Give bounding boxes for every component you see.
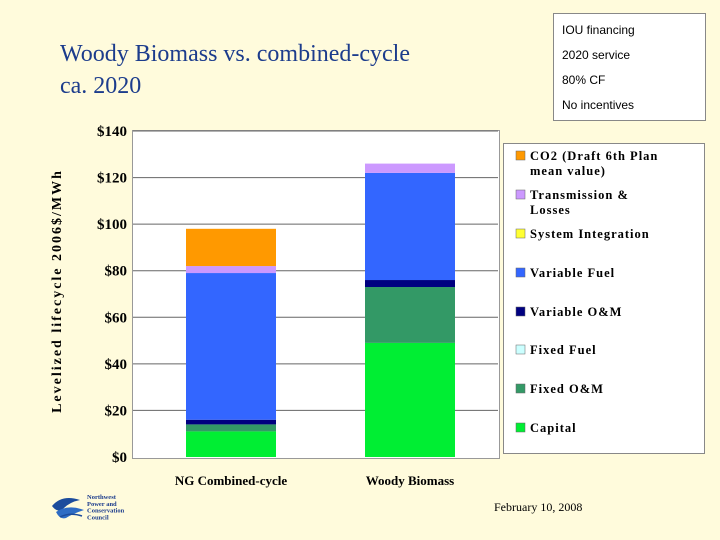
assumptions-box: IOU financing 2020 service 80% CF No inc… — [553, 13, 706, 121]
x-category-label: Woody Biomass — [366, 473, 455, 488]
bar-segment-co2-draft-6th-plan-mean-value — [186, 228, 276, 267]
legend-label-variable-o-m: Variable O&M — [530, 305, 622, 319]
legend-swatch-transmission-losses — [515, 189, 526, 200]
legend-label-fixed-o-m: Fixed O&M — [530, 382, 604, 396]
footer-date: February 10, 2008 — [494, 500, 583, 514]
y-tick-label: $120 — [97, 171, 127, 187]
council-logo-mark — [52, 498, 84, 519]
legend-swatch-system-integration — [515, 228, 526, 239]
legend-label-system-integration: System Integration — [530, 227, 650, 241]
y-tick-label: $40 — [105, 357, 128, 373]
bar-segment-fixed-o-m — [186, 424, 276, 432]
legend-label-transmission-losses: Transmission & — [530, 188, 629, 202]
bar-segment-variable-fuel — [365, 172, 455, 281]
council-logo-line: Conservation — [87, 508, 125, 515]
assumption-capacity-factor: 80% CF — [562, 73, 606, 87]
slide-title: Woody Biomass vs. combined-cycle ca. 202… — [60, 41, 411, 99]
assumption-financing: IOU financing — [562, 23, 635, 37]
y-tick-label: $60 — [105, 310, 128, 326]
y-tick-label: $20 — [105, 403, 128, 419]
x-category-label: NG Combined-cycle — [175, 473, 288, 488]
legend-swatch-variable-fuel — [515, 267, 526, 278]
bar-segment-fixed-o-m — [365, 287, 455, 343]
legend-label-co2-draft-6th-plan-mean-value: CO2 (Draft 6th Plan — [530, 149, 658, 163]
y-tick-label: $0 — [112, 450, 127, 466]
assumption-incentives: No incentives — [562, 98, 635, 112]
legend-swatch-co2-draft-6th-plan-mean-value — [515, 150, 526, 161]
legend-swatch-fixed-o-m — [515, 383, 526, 394]
legend-label-fixed-fuel: Fixed Fuel — [530, 343, 597, 357]
bar-segment-transmission-losses — [365, 163, 455, 173]
legend-label-co2-draft-6th-plan-mean-value: mean value) — [530, 164, 606, 178]
y-tick-label: $80 — [105, 264, 128, 280]
assumption-service-year: 2020 service — [562, 48, 631, 62]
legend-swatch-variable-o-m — [515, 306, 526, 317]
bar-segment-variable-o-m — [186, 419, 276, 425]
legend-label-variable-fuel: Variable Fuel — [530, 266, 615, 280]
legend-swatch-capital — [515, 422, 526, 433]
legend-label-transmission-losses: Losses — [530, 203, 571, 217]
y-tick-label: $100 — [97, 217, 127, 233]
legend-swatch-fixed-fuel — [515, 344, 526, 355]
council-logo: Northwest Power and Conservation Council — [52, 494, 125, 521]
bar-segment-capital — [186, 431, 276, 457]
bar-segment-variable-fuel — [186, 273, 276, 420]
y-tick-label: $140 — [97, 124, 127, 140]
legend-box — [503, 143, 705, 454]
legend-label-capital: Capital — [530, 421, 577, 435]
council-logo-line: Northwest — [87, 494, 117, 501]
council-logo-line: Council — [87, 514, 109, 521]
council-logo-line: Power and — [87, 501, 117, 508]
bar-segment-capital — [365, 342, 455, 457]
bar-segment-transmission-losses — [186, 266, 276, 274]
council-logo-text: Northwest Power and Conservation Council — [87, 494, 125, 521]
bar-segment-variable-o-m — [365, 280, 455, 288]
